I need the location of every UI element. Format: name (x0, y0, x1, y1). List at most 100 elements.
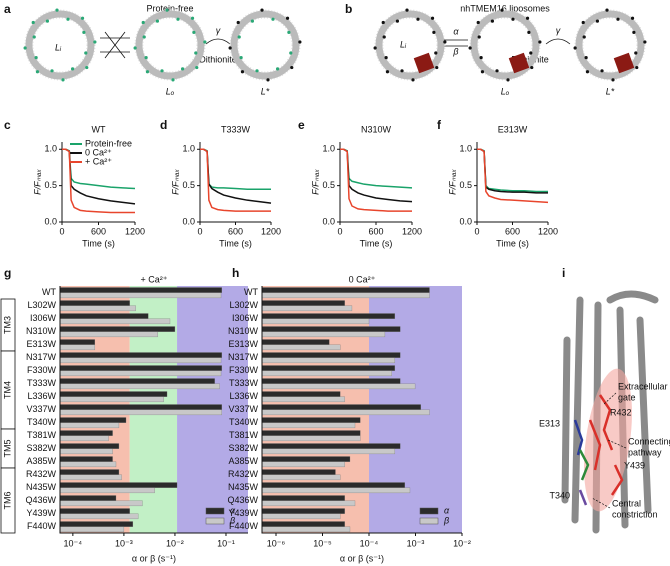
x-tick-label: 600 (91, 226, 106, 236)
bar (261, 482, 405, 488)
residue-label: E313 (539, 418, 560, 428)
y-tick-label: 0.0 (459, 216, 472, 226)
category-label: L302W (229, 300, 258, 310)
lipid (430, 16, 435, 20)
lipid (411, 78, 415, 82)
lipid (192, 30, 196, 35)
lipid (643, 40, 647, 44)
category-label: WT (42, 287, 56, 297)
legend-label: β (443, 515, 449, 525)
lipid (228, 46, 232, 50)
lipid (476, 20, 480, 25)
lipid (395, 19, 400, 23)
lipid (581, 20, 585, 25)
legend-label: α (230, 505, 236, 515)
lipid (176, 17, 180, 21)
membrane (375, 10, 445, 80)
bar (261, 396, 345, 403)
x-axis-label: Time (s) (360, 238, 393, 248)
arrow (205, 38, 231, 45)
membrane (575, 10, 645, 80)
category-label: N435W (228, 482, 259, 492)
category-label: A385W (228, 456, 258, 466)
panel-label: g (4, 266, 11, 280)
bar (261, 474, 341, 481)
lipid (443, 40, 447, 44)
bar (261, 508, 345, 514)
bar (59, 300, 130, 306)
lipid (255, 69, 259, 73)
bar (261, 448, 396, 455)
rate-label: γ (556, 25, 561, 35)
category-label: V337W (26, 404, 56, 414)
lipid (500, 8, 504, 12)
category-label: S382W (26, 443, 56, 453)
category-label: F330W (229, 365, 259, 375)
x-tick-label: 1200 (125, 226, 145, 236)
category-label: F440W (229, 521, 259, 531)
category-label: L336W (27, 391, 56, 401)
category-label: R432W (228, 469, 259, 479)
chart-title: T333W (221, 124, 251, 134)
bar (59, 357, 222, 364)
lipid (285, 16, 290, 20)
bar (261, 409, 430, 416)
y-axis-label: F/Fₘₐₓ (447, 169, 457, 195)
lipid (432, 30, 436, 35)
membrane-inner (32, 17, 88, 73)
category-label: F330W (27, 365, 57, 375)
category-label: N435W (26, 482, 57, 492)
bar (261, 344, 341, 351)
lipid (538, 40, 542, 44)
bar (261, 370, 392, 377)
bar (261, 391, 341, 397)
lipid (236, 20, 240, 25)
x-tick-label: 600 (368, 226, 383, 236)
category-label: T381W (27, 430, 57, 440)
category-label: Y439W (26, 508, 56, 518)
y-tick-label: 1.0 (44, 144, 57, 154)
residues (573, 394, 624, 506)
bar (59, 430, 113, 436)
bar (59, 422, 120, 429)
category-label: E313W (228, 339, 258, 349)
residue-label: R432 (610, 407, 632, 417)
bar (59, 305, 136, 312)
series-line (340, 148, 413, 189)
bar (59, 352, 223, 358)
rate-label: β (452, 46, 458, 56)
lipid (171, 78, 175, 82)
chart-title: N310W (361, 124, 392, 134)
lipid (190, 16, 195, 20)
lipid (287, 30, 291, 35)
residue-label: Y439 (624, 460, 645, 470)
bar (261, 417, 361, 423)
lipid (635, 65, 639, 70)
structure-label: gate (618, 392, 636, 402)
bar (261, 318, 370, 325)
bar (261, 404, 421, 410)
lipid (525, 16, 530, 20)
bar (59, 521, 134, 527)
lipid (584, 55, 588, 60)
y-tick-label: 1.0 (459, 144, 472, 154)
x-tick-label: 10⁻⁶ (267, 538, 286, 548)
membrane-outer (574, 9, 646, 81)
residue (598, 394, 614, 451)
bar (261, 513, 341, 520)
membrane-inner (382, 17, 438, 73)
category-label: Y439W (228, 508, 258, 518)
category-label: S382W (228, 443, 258, 453)
bar (59, 331, 158, 338)
lipid (477, 35, 481, 39)
bar (261, 305, 353, 312)
x-axis-label: Time (s) (82, 238, 115, 248)
bar (59, 495, 117, 501)
y-tick-label: 1.0 (322, 144, 335, 154)
membrane-outer (134, 9, 206, 81)
panel-label: b (345, 2, 352, 16)
membrane (25, 10, 95, 80)
bar (59, 339, 96, 345)
bar (59, 513, 139, 520)
